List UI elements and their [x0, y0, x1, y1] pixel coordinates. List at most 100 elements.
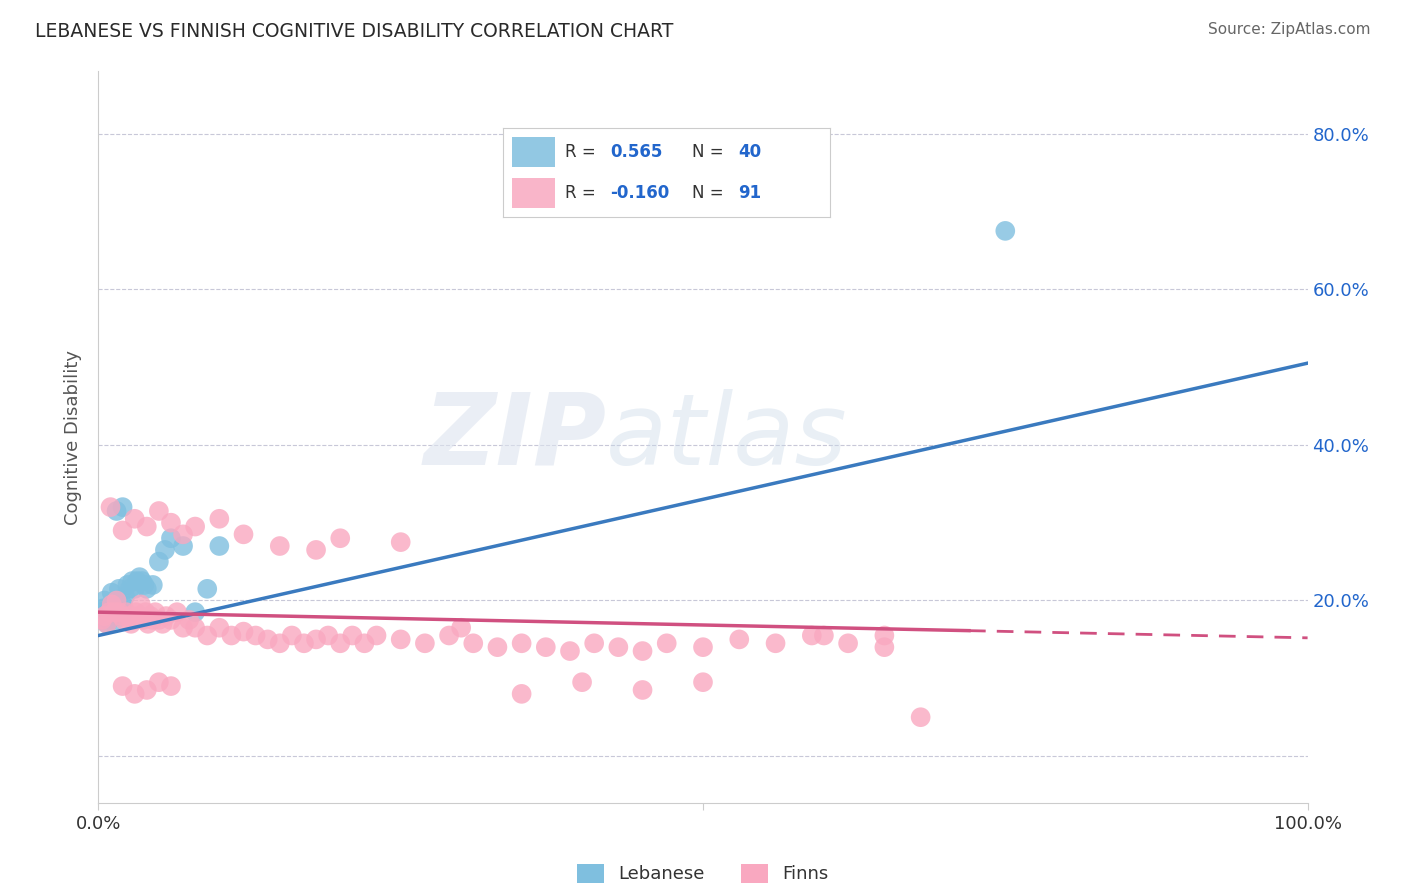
Point	[111, 679, 134, 693]
Point	[97, 605, 120, 619]
Point	[184, 519, 207, 533]
Point	[110, 609, 132, 624]
Text: 0.565: 0.565	[610, 143, 662, 161]
Point	[184, 621, 207, 635]
Point	[160, 613, 183, 627]
Point	[110, 609, 132, 624]
Point	[111, 524, 134, 538]
Point	[108, 605, 131, 619]
Point	[124, 512, 146, 526]
Point	[96, 616, 118, 631]
Point	[269, 539, 291, 553]
Point	[208, 539, 231, 553]
Text: atlas: atlas	[606, 389, 848, 485]
Point	[172, 539, 194, 553]
Point	[534, 640, 557, 655]
Point	[152, 616, 174, 631]
Point	[413, 636, 436, 650]
Text: R =: R =	[565, 143, 600, 161]
Point	[166, 605, 188, 619]
Point	[139, 609, 162, 624]
Text: -0.160: -0.160	[610, 184, 669, 202]
Point	[148, 504, 170, 518]
Point	[100, 500, 122, 515]
Point	[91, 613, 114, 627]
Point	[765, 636, 787, 650]
Text: 40: 40	[738, 143, 761, 161]
Point	[127, 609, 149, 624]
Point	[366, 628, 388, 642]
Point	[631, 683, 654, 698]
Point	[269, 636, 291, 650]
Point	[195, 582, 218, 596]
Point	[160, 531, 183, 545]
Point	[256, 632, 278, 647]
Point	[105, 598, 128, 612]
Point	[281, 628, 304, 642]
Point	[292, 636, 315, 650]
Point	[129, 598, 152, 612]
Point	[655, 636, 678, 650]
Point	[132, 613, 155, 627]
Point	[94, 609, 117, 624]
Text: ZIP: ZIP	[423, 389, 606, 485]
Point	[910, 710, 932, 724]
Point	[143, 605, 166, 619]
Point	[103, 605, 125, 619]
Text: N =: N =	[692, 143, 730, 161]
Point	[571, 675, 593, 690]
Point	[155, 609, 177, 624]
Point	[120, 616, 142, 631]
Point	[108, 582, 131, 596]
Point	[107, 593, 129, 607]
Point	[342, 628, 364, 642]
Point	[142, 613, 165, 627]
Point	[184, 605, 207, 619]
Point	[118, 582, 141, 596]
Point	[692, 675, 714, 690]
Point	[195, 628, 218, 642]
Point	[232, 527, 254, 541]
Point	[111, 598, 134, 612]
Point	[135, 605, 157, 619]
Point	[305, 542, 328, 557]
Point	[329, 636, 352, 650]
Text: 91: 91	[738, 184, 761, 202]
Point	[558, 644, 581, 658]
Point	[692, 640, 714, 655]
Point	[583, 636, 606, 650]
Point	[134, 578, 156, 592]
Point	[101, 598, 124, 612]
Point	[437, 628, 460, 642]
Point	[148, 675, 170, 690]
Point	[118, 609, 141, 624]
Point	[111, 500, 134, 515]
Point	[117, 578, 139, 592]
Point	[208, 621, 231, 635]
Point	[172, 527, 194, 541]
Point	[873, 628, 896, 642]
Point	[124, 687, 146, 701]
Y-axis label: Cognitive Disability: Cognitive Disability	[65, 350, 83, 524]
Point	[100, 598, 122, 612]
Point	[486, 640, 509, 655]
Point	[160, 679, 183, 693]
Point	[148, 555, 170, 569]
Point	[607, 640, 630, 655]
Point	[232, 624, 254, 639]
Point	[873, 640, 896, 655]
Point	[135, 519, 157, 533]
Point	[160, 516, 183, 530]
Point	[316, 628, 339, 642]
Point	[115, 605, 138, 619]
Point	[114, 590, 136, 604]
Point	[125, 605, 148, 619]
Point	[105, 504, 128, 518]
Point	[450, 621, 472, 635]
Point	[93, 593, 115, 607]
Point	[127, 574, 149, 588]
Point	[136, 616, 159, 631]
Text: R =: R =	[565, 184, 600, 202]
Point	[353, 636, 375, 650]
Point	[100, 585, 122, 599]
